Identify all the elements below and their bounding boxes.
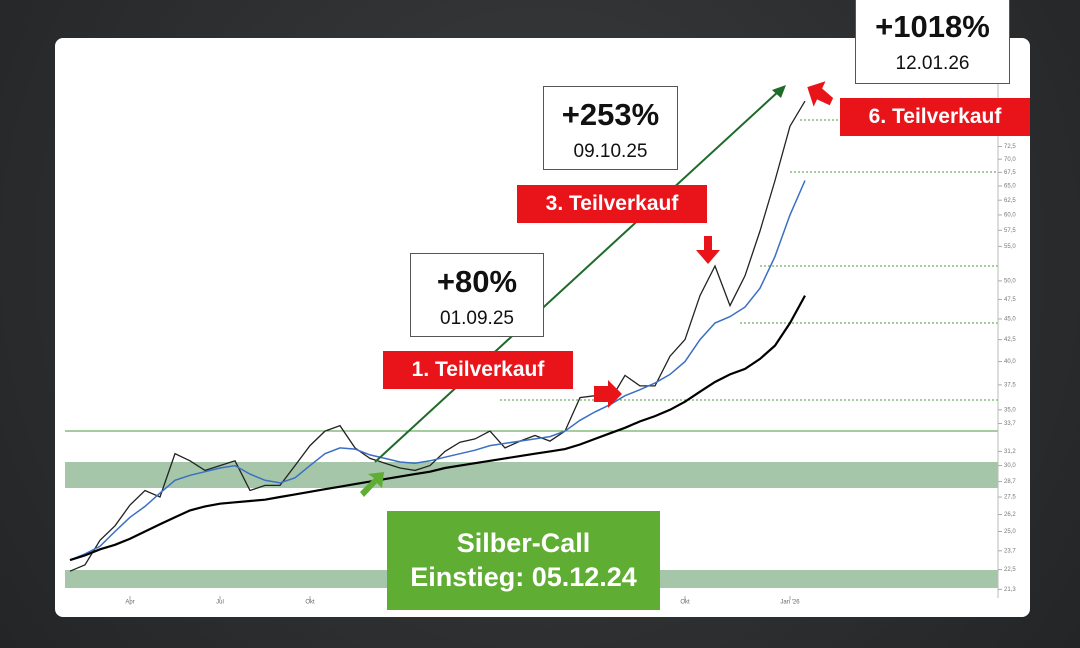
gain-date: 12.01.26 bbox=[895, 53, 970, 74]
gain-percent: +253% bbox=[561, 97, 660, 132]
y-tick-label: 47,5 bbox=[1004, 297, 1016, 303]
y-tick-label: 72,5 bbox=[1004, 144, 1016, 150]
y-tick-label: 35,0 bbox=[1004, 407, 1016, 413]
sale-arrow bbox=[594, 380, 622, 408]
x-tick-label: Okt bbox=[680, 600, 690, 606]
y-tick-label: 55,0 bbox=[1004, 244, 1016, 250]
gain-box: +253% 09.10.25 bbox=[543, 86, 678, 170]
y-tick-label: 65,0 bbox=[1004, 184, 1016, 190]
y-tick-label: 26,2 bbox=[1004, 512, 1016, 518]
x-tick-label: Okt bbox=[305, 600, 315, 606]
entry-arrow bbox=[360, 472, 384, 497]
gain-box: +80% 01.09.25 bbox=[410, 253, 544, 337]
y-tick-label: 25,0 bbox=[1004, 529, 1016, 535]
gain-percent: +80% bbox=[436, 264, 518, 299]
y-tick-label: 23,7 bbox=[1004, 548, 1016, 554]
y-tick-label: 31,2 bbox=[1004, 449, 1016, 455]
y-tick-label: 45,0 bbox=[1004, 317, 1016, 323]
x-tick-label: Jan '26 bbox=[780, 600, 800, 606]
x-tick-label: Apr bbox=[125, 600, 134, 606]
sale-label: 1. Teilverkauf bbox=[383, 351, 573, 389]
entry-box: Silber-Call Einstieg: 05.12.24 bbox=[387, 511, 660, 610]
y-tick-label: 57,5 bbox=[1004, 228, 1016, 234]
y-tick-label: 33,7 bbox=[1004, 421, 1016, 427]
series-line bbox=[69, 180, 806, 561]
trend-arrow bbox=[374, 89, 781, 463]
y-tick-label: 60,0 bbox=[1004, 213, 1016, 219]
y-tick-label: 62,5 bbox=[1004, 198, 1016, 204]
y-tick-label: 42,5 bbox=[1004, 337, 1016, 343]
sale-label: 6. Teilverkauf bbox=[840, 98, 1030, 136]
y-tick-label: 22,5 bbox=[1004, 567, 1016, 573]
y-tick-label: 21,3 bbox=[1004, 587, 1016, 593]
plot: 21,3 22,5 23,7 25,0 26,2 27,5 28,7 30,0 31,2 33,7… bbox=[69, 100, 1016, 606]
gain-date: 01.09.25 bbox=[440, 308, 514, 329]
y-tick-label: 67,5 bbox=[1004, 170, 1016, 176]
y-tick-label: 30,0 bbox=[1004, 463, 1016, 469]
sale-arrow bbox=[807, 81, 834, 107]
entry-text: Einstieg: 05.12.24 bbox=[410, 562, 637, 592]
y-tick-label: 28,7 bbox=[1004, 479, 1016, 485]
y-tick-label: 40,0 bbox=[1004, 359, 1016, 365]
y-tick-label: 50,0 bbox=[1004, 278, 1016, 284]
y-tick-label: 37,5 bbox=[1004, 382, 1016, 388]
sale-label: 3. Teilverkauf bbox=[517, 185, 707, 223]
y-tick-label: 27,5 bbox=[1004, 495, 1016, 501]
arrow-head bbox=[772, 85, 786, 98]
entry-title: Silber-Call bbox=[456, 528, 591, 558]
gain-box: +1018% 12.01.26 bbox=[855, 0, 1010, 84]
y-tick-label: 70,0 bbox=[1004, 157, 1016, 163]
support-zone bbox=[65, 462, 998, 488]
sale-arrow bbox=[696, 236, 720, 264]
series-line bbox=[69, 295, 806, 562]
x-tick-label: Jul bbox=[216, 600, 224, 606]
gain-percent: +1018% bbox=[875, 9, 990, 44]
gain-date: 09.10.25 bbox=[573, 141, 648, 162]
